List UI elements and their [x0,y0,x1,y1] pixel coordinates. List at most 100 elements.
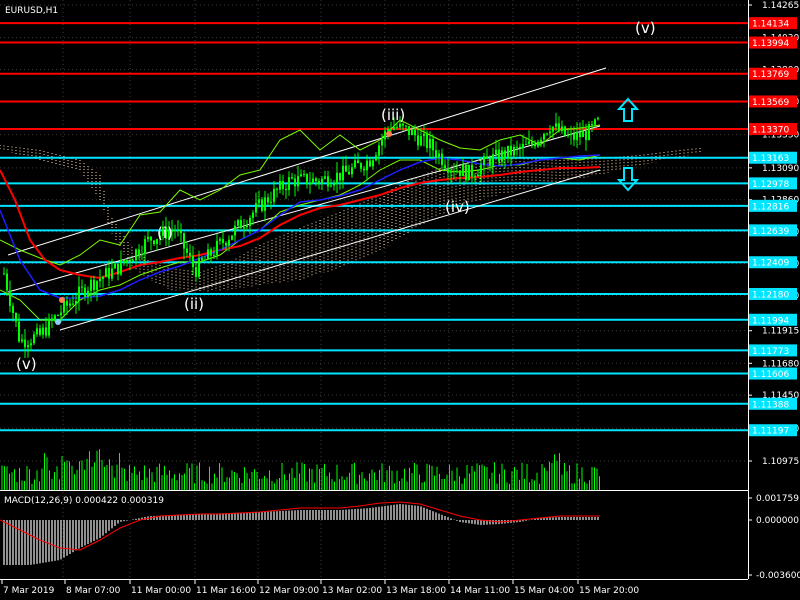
candle-body [414,129,416,136]
level-price-label: 1.12180 [752,290,789,300]
candle-body [228,239,230,246]
candle-body [483,156,485,165]
candle-body [369,160,371,167]
wave-label-i: (i) [157,224,173,242]
candle-body [576,132,578,140]
candle-body [498,149,500,162]
candle-body [174,230,176,232]
level-lines[interactable] [0,22,748,432]
candle-body [51,318,53,320]
candle-body [426,133,428,149]
candle-body [375,155,377,161]
candle-body [468,164,470,181]
candle-body [522,143,524,149]
candle-body [306,173,308,185]
channel-upper-line[interactable] [7,67,607,256]
candle-body [456,170,458,173]
level-price-tag [749,224,797,237]
level-price-tag [749,177,797,190]
candle-body [531,141,533,145]
fractal-high-marker [59,297,65,303]
candle-body [96,281,98,291]
candle-body [354,160,356,168]
candle-body [567,135,569,137]
candle-body [492,154,494,166]
candle-body [159,235,161,240]
candle-body [144,239,146,255]
candle-body [288,177,290,190]
candle-body [591,124,593,126]
candle-body [168,231,170,239]
down-arrow-icon[interactable] [616,167,640,192]
up-arrow-icon[interactable] [616,97,640,122]
candle-body [177,230,179,232]
candle-body [6,273,8,291]
candle-body [519,146,521,149]
candle-body [444,164,446,169]
candle-body [189,252,191,256]
candle-body [510,145,512,156]
candle-body [24,339,26,348]
candle-body [183,233,185,249]
candle-body [432,138,434,151]
level-price-tag [749,344,797,357]
candle-body [270,201,272,203]
candle-body [420,136,422,146]
candle-body [372,160,374,167]
candle-body [33,334,35,344]
candle-body [117,263,119,275]
time-axis[interactable]: 7 Mar 2019 8 Mar 07:00 11 Mar 00:00 11 Mar … [1,579,639,596]
level-price-label: 1.12978 [752,180,789,190]
candle-body [36,328,38,335]
candle-body [405,125,407,127]
candle-body [315,178,317,181]
candle-body [558,123,560,132]
price-tick-label: 1.13090 [762,164,799,174]
level-price-label: 1.12639 [752,227,789,237]
channel-lower-line[interactable] [59,169,601,331]
candle-body [246,225,248,228]
candle-body [57,315,59,317]
candle-body [597,117,599,120]
candle-body [321,178,323,184]
candle-body [90,279,92,291]
candle-body [267,197,269,203]
level-price-tag [749,199,797,212]
candle-body [219,239,221,241]
candle-body [198,258,200,277]
candle-body [588,124,590,140]
candle-body [111,268,113,279]
candle-body [579,132,581,138]
level-price-label: 1.13370 [752,126,789,136]
candle-body [273,188,275,202]
candle-body [435,150,437,158]
candle-body [225,243,227,246]
candle-body [129,259,131,262]
candle-body [132,260,134,262]
macd-scale: 0.001759 0.000000 -0.003600 [748,494,800,581]
candle-body [252,212,254,218]
envelope-lower [0,154,601,321]
time-tick-label: 12 Mar 09:00 [259,586,319,596]
candle-body [231,235,233,240]
time-tick-label: 7 Mar 2019 [3,586,55,596]
candle-body [276,188,278,190]
candle-body [312,178,314,183]
candle-body [18,321,20,342]
candle-body [549,131,551,134]
price-tick-label: 1.13330 [762,131,799,141]
candle-body [360,163,362,169]
candle-body [294,178,296,187]
macd-tick-label: 0.000000 [756,516,799,526]
candle-body [438,153,440,158]
wave-label-iii: (iii) [381,106,405,124]
macd-tick-label: 0.001759 [756,494,799,504]
macd-histogram [3,504,599,565]
level-price-label: 1.14134 [752,20,789,30]
candle-body [318,180,320,184]
candle-body [12,305,14,314]
candle-body [501,150,503,162]
candle-body [486,156,488,159]
candle-body [411,129,413,136]
